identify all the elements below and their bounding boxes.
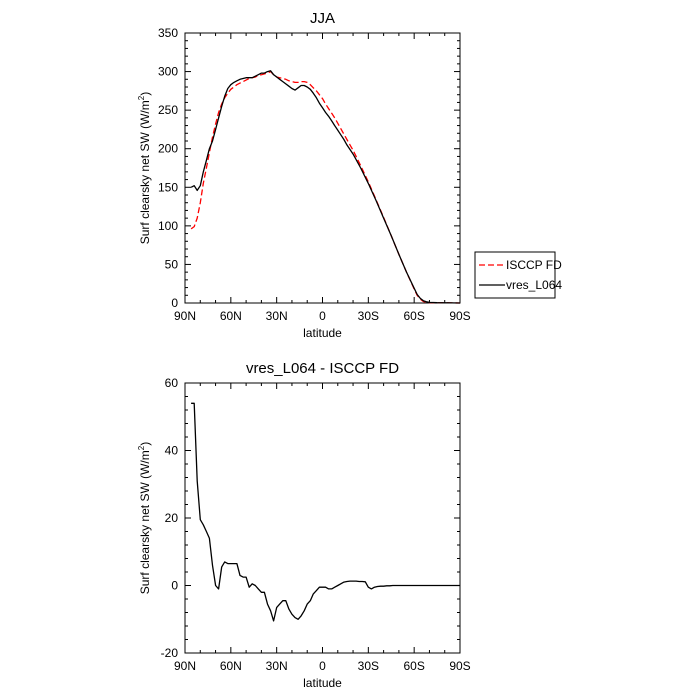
top-xtick-label: 60S — [403, 309, 424, 323]
top-ytick-label: 50 — [165, 257, 179, 271]
top-ytick-label: 0 — [171, 296, 178, 310]
top-series-line-isccp-fd — [190, 70, 461, 304]
bottom-xtick-label: 90N — [174, 659, 196, 673]
top-xlabel: latitude — [303, 326, 342, 340]
top-legend-label: vres_L064 — [506, 278, 562, 292]
top-xtick-label: 30S — [358, 309, 379, 323]
bottom-ytick-label: -20 — [161, 646, 179, 660]
bottom-title: vres_L064 - ISCCP FD — [246, 360, 399, 377]
top-xtick-label: 60N — [220, 309, 242, 323]
top-title: JJA — [310, 10, 335, 27]
bottom-xtick-label: 30N — [266, 659, 288, 673]
bottom-ytick-label: 60 — [165, 376, 179, 390]
top-ytick-label: 350 — [158, 26, 178, 40]
top-xtick-label: 90N — [174, 309, 196, 323]
bottom-ytick-label: 0 — [171, 579, 178, 593]
chart-panel-jja: JJA 90N 60N 30N 0 30S 60S 90S 0 50 100 150 200 250 300… — [137, 10, 562, 340]
top-ytick-label: 250 — [158, 103, 178, 117]
bottom-xtick-label: 0 — [319, 659, 326, 673]
top-ylabel: Surf clearsky net SW (W/m2) — [137, 92, 152, 244]
bottom-plot-frame — [184, 382, 461, 654]
top-legend-box — [474, 251, 556, 299]
bottom-xlabel: latitude — [303, 676, 342, 690]
top-xtick-label: 0 — [319, 309, 326, 323]
bottom-ytick-label: 40 — [165, 444, 179, 458]
bottom-series-line-vres-l064-isccp-fd — [191, 402, 460, 622]
bottom-xtick-label: 60S — [403, 659, 424, 673]
top-plot-frame — [184, 32, 461, 304]
top-ytick-label: 200 — [158, 142, 178, 156]
bottom-xtick-label: 60N — [220, 659, 242, 673]
top-series-line-vres-l064 — [190, 70, 461, 304]
top-ytick-label: 300 — [158, 65, 178, 79]
bottom-xtick-label: 90S — [449, 659, 470, 673]
bottom-ylabel: Surf clearsky net SW (W/m2) — [137, 442, 152, 594]
top-xtick-label: 90S — [449, 309, 470, 323]
top-ytick-label: 100 — [158, 219, 178, 233]
bottom-ytick-label: 20 — [165, 511, 179, 525]
top-xtick-label: 30N — [266, 309, 288, 323]
top-ytick-label: 150 — [158, 180, 178, 194]
chart-panel-difference: vres_L064 - ISCCP FD 90N 60N 30N 0 30S 60S 90S -… — [137, 360, 471, 690]
bottom-xtick-label: 30S — [358, 659, 379, 673]
top-legend-label: ISCCP FD — [506, 258, 562, 272]
